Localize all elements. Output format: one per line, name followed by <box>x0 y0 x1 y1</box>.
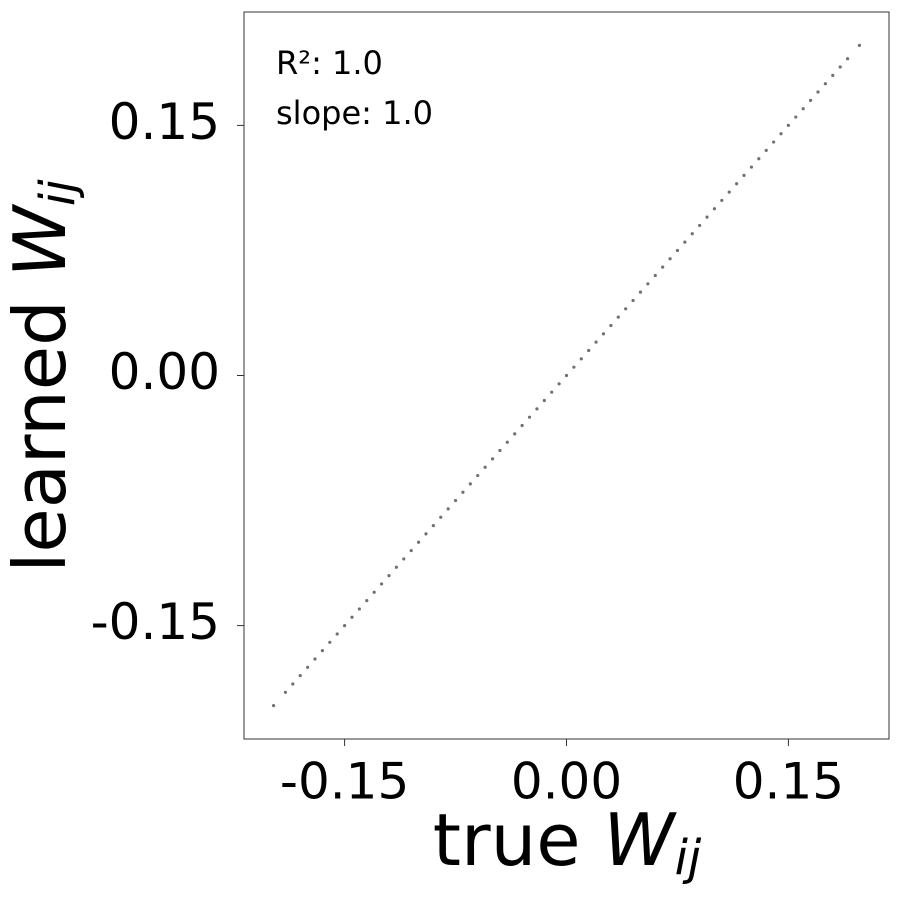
point <box>638 290 643 294</box>
point <box>313 657 317 661</box>
point <box>350 615 354 619</box>
point <box>742 173 746 178</box>
x-tick-label: 0.00 <box>511 753 622 811</box>
point <box>594 340 598 344</box>
point <box>490 457 495 461</box>
point <box>764 148 768 152</box>
point <box>794 115 798 119</box>
point <box>808 98 813 102</box>
point <box>668 257 672 261</box>
x-label-text: true <box>433 798 581 882</box>
point <box>379 582 384 586</box>
y-label-text: learned <box>0 300 82 572</box>
point <box>416 540 421 544</box>
point <box>579 357 583 361</box>
point <box>461 490 465 494</box>
point <box>394 565 398 569</box>
y-label-symbol: W <box>0 203 82 277</box>
point <box>498 448 502 453</box>
x-label-symbol: W <box>603 798 677 882</box>
point <box>653 273 657 278</box>
point <box>476 473 480 478</box>
point <box>698 223 702 228</box>
annotation: R²: 1.0 <box>276 44 383 82</box>
point <box>705 215 709 219</box>
x-axis-label: true Wij <box>433 798 702 886</box>
point <box>616 315 620 319</box>
point <box>535 407 539 411</box>
point <box>306 665 310 669</box>
point <box>661 265 665 269</box>
point <box>690 232 694 236</box>
point <box>609 323 613 328</box>
point <box>720 198 724 203</box>
point <box>365 599 369 603</box>
point <box>387 573 391 578</box>
point <box>587 348 591 353</box>
point <box>683 240 687 244</box>
y-tick-label: 0.15 <box>109 93 220 151</box>
point <box>453 498 458 503</box>
point <box>298 674 302 678</box>
point <box>801 107 805 111</box>
point <box>342 624 347 628</box>
point <box>320 649 325 653</box>
point <box>446 507 450 511</box>
point <box>786 123 791 127</box>
point <box>727 190 731 194</box>
point <box>527 415 532 419</box>
point <box>624 307 628 311</box>
y-axis-label: learned Wij <box>0 179 86 573</box>
point <box>409 548 413 553</box>
x-tick-label: -0.15 <box>280 753 409 811</box>
point <box>271 704 276 708</box>
point <box>601 332 606 336</box>
point <box>283 690 288 694</box>
point <box>749 165 754 169</box>
x-tick-label: 0.15 <box>733 753 844 811</box>
point <box>291 682 295 686</box>
point <box>757 157 761 161</box>
point <box>712 207 717 211</box>
point <box>572 365 576 369</box>
point <box>831 73 835 77</box>
x-label-subscript: ij <box>675 830 702 886</box>
point <box>779 132 783 136</box>
point <box>335 632 339 636</box>
point <box>357 607 361 611</box>
point <box>631 298 635 303</box>
point <box>772 140 776 144</box>
point <box>816 90 820 94</box>
point <box>542 398 546 403</box>
point <box>431 523 435 528</box>
point <box>520 423 524 428</box>
y-tick-label: -0.15 <box>91 593 220 651</box>
point <box>439 515 443 519</box>
point <box>823 82 827 86</box>
point <box>468 482 472 486</box>
point <box>857 43 862 47</box>
point <box>845 57 850 61</box>
point <box>564 373 569 378</box>
point <box>838 65 842 69</box>
point <box>550 390 554 394</box>
point <box>513 432 517 436</box>
y-label-subscript: ij <box>30 179 86 206</box>
point <box>328 640 332 644</box>
y-tick-label: 0.00 <box>109 343 220 401</box>
annotation: slope: 1.0 <box>276 94 433 132</box>
point <box>646 282 650 286</box>
point <box>402 557 406 561</box>
point <box>505 440 509 444</box>
point <box>735 182 739 186</box>
point <box>557 382 561 386</box>
point <box>424 532 428 536</box>
point <box>483 465 487 469</box>
point <box>372 590 376 594</box>
point <box>675 248 680 253</box>
